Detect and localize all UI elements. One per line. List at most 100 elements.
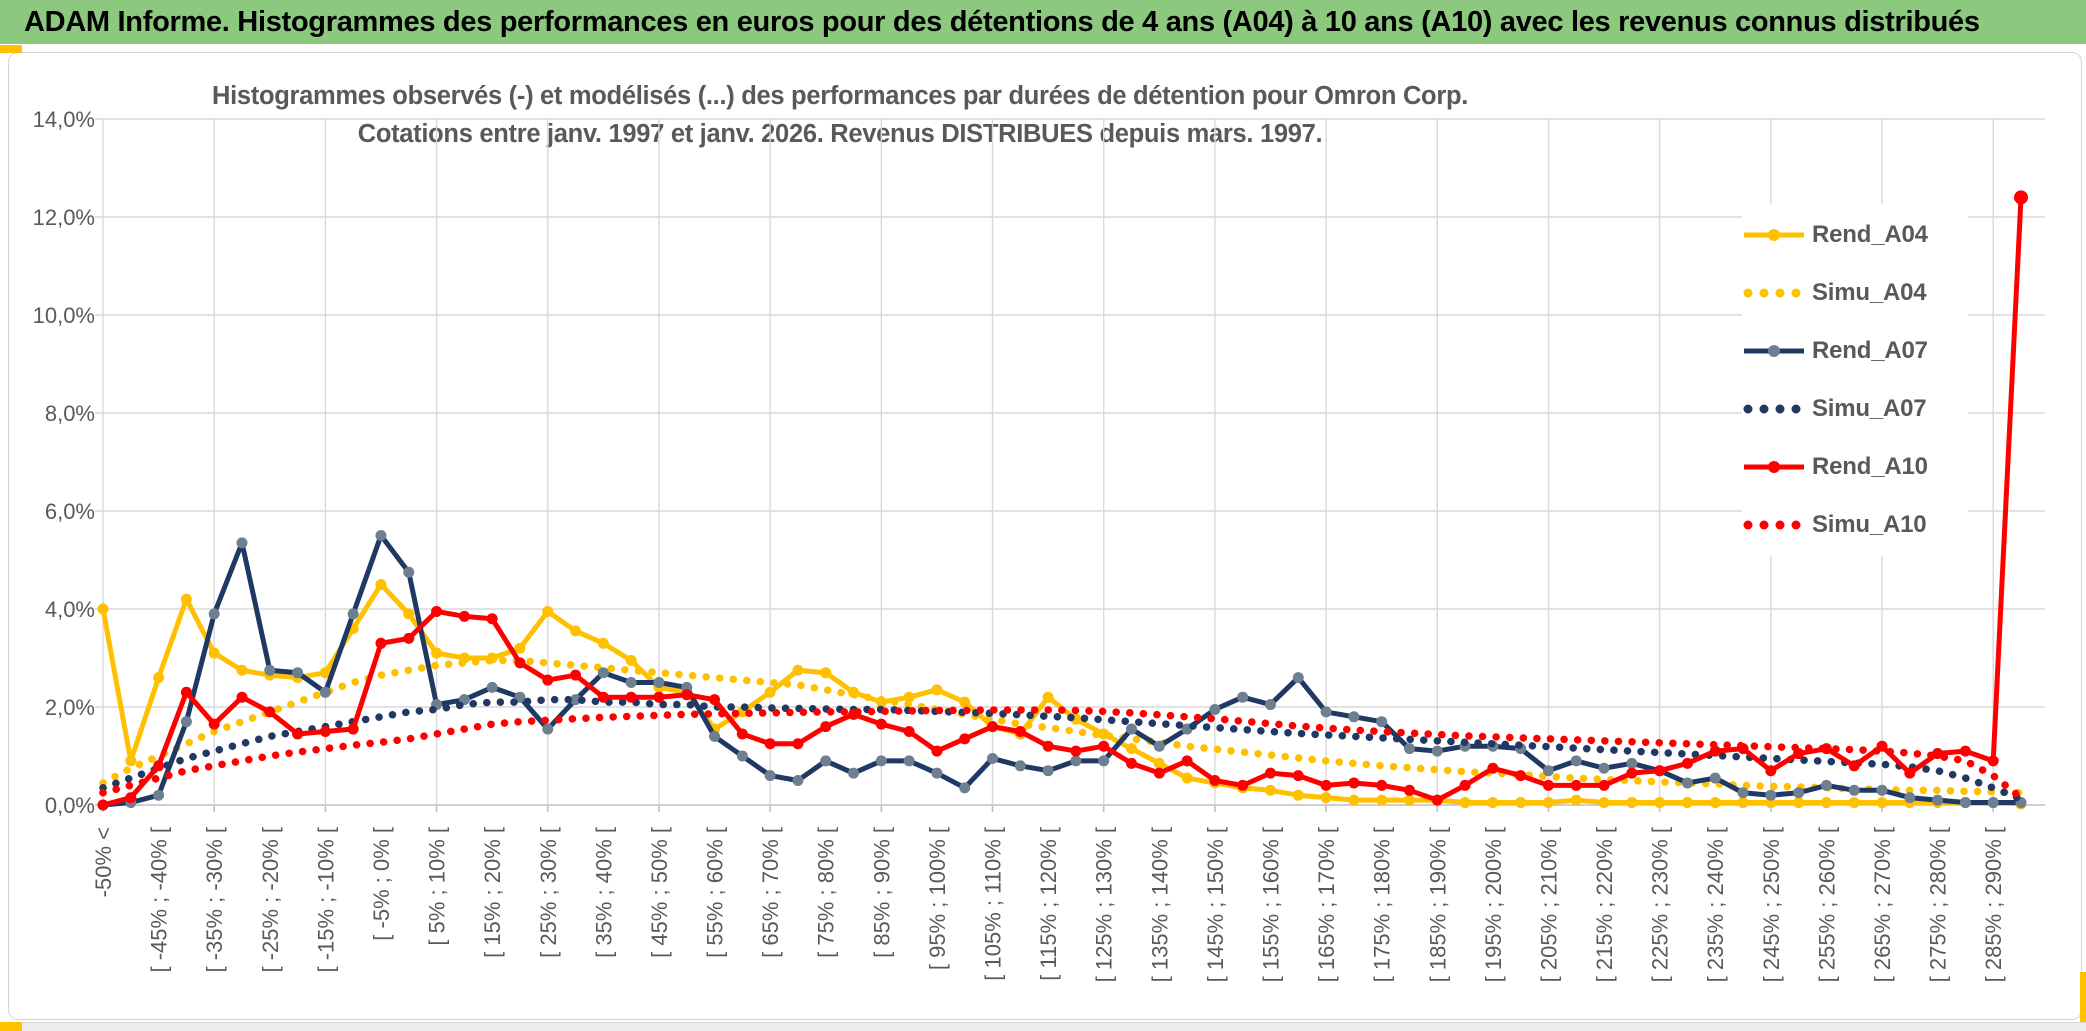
marker-Rend_A04: [153, 672, 165, 684]
legend-item-Simu_A04: Simu_A04: [1742, 264, 1968, 322]
marker-Rend_A04: [820, 667, 832, 679]
marker-Rend_A07: [347, 608, 359, 620]
marker-Rend_A07: [848, 767, 860, 779]
chart-title-line2: Cotations entre janv. 1997 et janv. 2026…: [357, 120, 1323, 148]
marker-Rend_A04: [1542, 797, 1554, 809]
legend-item-Rend_A10: Rend_A10: [1742, 438, 1968, 496]
x-axis-label: -50% <: [91, 827, 116, 897]
accent-top-left-yellow: [0, 45, 22, 53]
marker-Rend_A10: [1959, 745, 1971, 757]
series-Simu_A10: [99, 706, 2025, 802]
marker-Rend_A07: [792, 775, 804, 786]
marker-Rend_A07: [236, 537, 248, 549]
marker-Rend_A10: [653, 691, 665, 703]
legend-item-Simu_A10: Simu_A10: [1742, 496, 1968, 554]
legend-item-Rend_A07: Rend_A07: [1742, 322, 1968, 380]
x-axis-label: [ 285% ; 290% [: [1981, 827, 2006, 982]
marker-Rend_A07: [1098, 755, 1110, 767]
marker-Rend_A04: [570, 625, 582, 637]
marker-Rend_A10: [625, 691, 637, 703]
legend-label: Rend_A07: [1812, 337, 1928, 364]
marker-Rend_A04: [1570, 794, 1582, 806]
x-axis-label: [ 5% ; 10% [: [425, 827, 450, 946]
marker-Rend_A07: [1403, 743, 1415, 755]
x-axis-label: [ 165% ; 170% [: [1314, 827, 1339, 982]
marker-Rend_A10: [2014, 190, 2028, 205]
marker-Rend_A04: [1376, 794, 1388, 806]
x-axis-label: [ 275% ; 280% [: [1926, 827, 1951, 982]
x-axis-label: [ 25% ; 30% [: [536, 827, 561, 958]
marker-Rend_A10: [153, 760, 165, 772]
marker-Rend_A07: [1709, 772, 1721, 784]
marker-Rend_A04: [180, 593, 192, 605]
x-axis-label: [ 15% ; 20% [: [480, 827, 505, 958]
accent-right-yellow: [2080, 972, 2086, 1022]
marker-Rend_A04: [97, 603, 109, 615]
marker-Rend_A10: [792, 738, 804, 750]
marker-Rend_A04: [1848, 797, 1860, 809]
y-axis-label: 8,0%: [45, 401, 95, 426]
marker-Rend_A04: [1626, 797, 1638, 809]
marker-Rend_A07: [208, 608, 220, 620]
x-axis-label: [ 125% ; 130% [: [1092, 827, 1117, 982]
x-axis-label: [ 185% ; 190% [: [1425, 827, 1450, 982]
marker-Rend_A10: [1014, 726, 1026, 737]
legend-label: Simu_A07: [1812, 395, 1927, 422]
legend-label: Rend_A04: [1812, 221, 1928, 248]
legend: Rend_A04 Simu_A04 Rend_A07 Simu_A07 Rend_A10…: [1742, 204, 1968, 556]
marker-Rend_A10: [931, 745, 943, 757]
marker-Rend_A07: [1932, 794, 1944, 806]
x-axis-label: [ 45% ; 50% [: [647, 827, 672, 958]
x-axis-label: [ 155% ; 160% [: [1258, 827, 1283, 982]
marker-Rend_A10: [180, 686, 192, 698]
legend-swatch-solid: [1744, 345, 1804, 357]
x-axis-label: [ -15% ; -10% [: [313, 827, 338, 973]
marker-Rend_A10: [875, 718, 887, 730]
marker-Rend_A07: [1793, 787, 1805, 799]
marker-Rend_A10: [1904, 767, 1916, 779]
legend-label: Simu_A10: [1812, 511, 1927, 538]
marker-Rend_A10: [1292, 770, 1304, 782]
marker-Rend_A04: [625, 654, 637, 666]
marker-Rend_A04: [1709, 797, 1721, 809]
marker-Rend_A04: [1598, 797, 1610, 809]
x-axis-label: [ -45% ; -40% [: [147, 827, 172, 973]
marker-Rend_A04: [514, 642, 526, 654]
x-axis-label: [ 35% ; 40% [: [591, 827, 616, 958]
marker-Rend_A04: [1181, 772, 1193, 784]
x-axis-label: [ 85% ; 90% [: [869, 827, 894, 958]
marker-Rend_A10: [903, 726, 915, 737]
marker-Rend_A04: [931, 684, 943, 696]
marker-Rend_A10: [1459, 779, 1471, 791]
marker-Rend_A10: [486, 613, 498, 625]
y-axis-label: 4,0%: [45, 597, 95, 622]
marker-Rend_A10: [1681, 757, 1693, 769]
x-axis-label: [ 255% ; 260% [: [1814, 827, 1839, 982]
marker-Rend_A10: [1431, 794, 1443, 806]
marker-Rend_A07: [1348, 711, 1360, 723]
marker-Rend_A10: [403, 632, 415, 644]
y-axis-label: 0,0%: [45, 793, 95, 818]
chart-title-line1: Histogrammes observés (-) et modélisés (…: [211, 82, 1469, 110]
marker-Rend_A07: [1431, 745, 1443, 757]
marker-Rend_A10: [1654, 765, 1666, 777]
marker-Rend_A07: [1681, 777, 1693, 789]
marker-Rend_A07: [1209, 703, 1221, 715]
marker-Rend_A10: [959, 733, 971, 745]
marker-Rend_A04: [375, 579, 387, 590]
marker-Rend_A04: [1737, 797, 1749, 809]
legend-swatch-solid: [1744, 229, 1804, 241]
marker-Rend_A10: [1626, 767, 1638, 779]
marker-Rend_A10: [1487, 762, 1499, 774]
marker-Rend_A07: [597, 667, 609, 679]
x-axis-label: [ 225% ; 230% [: [1648, 827, 1673, 982]
marker-Rend_A07: [1737, 787, 1749, 799]
x-axis-label: [ 145% ; 150% [: [1203, 827, 1228, 982]
marker-Rend_A10: [292, 728, 304, 740]
marker-Rend_A04: [403, 608, 415, 620]
marker-Rend_A10: [542, 674, 554, 686]
marker-Rend_A04: [597, 637, 609, 649]
x-axis-label: [ 55% ; 60% [: [703, 827, 728, 958]
marker-Rend_A07: [319, 686, 331, 698]
marker-Rend_A07: [1376, 716, 1388, 728]
